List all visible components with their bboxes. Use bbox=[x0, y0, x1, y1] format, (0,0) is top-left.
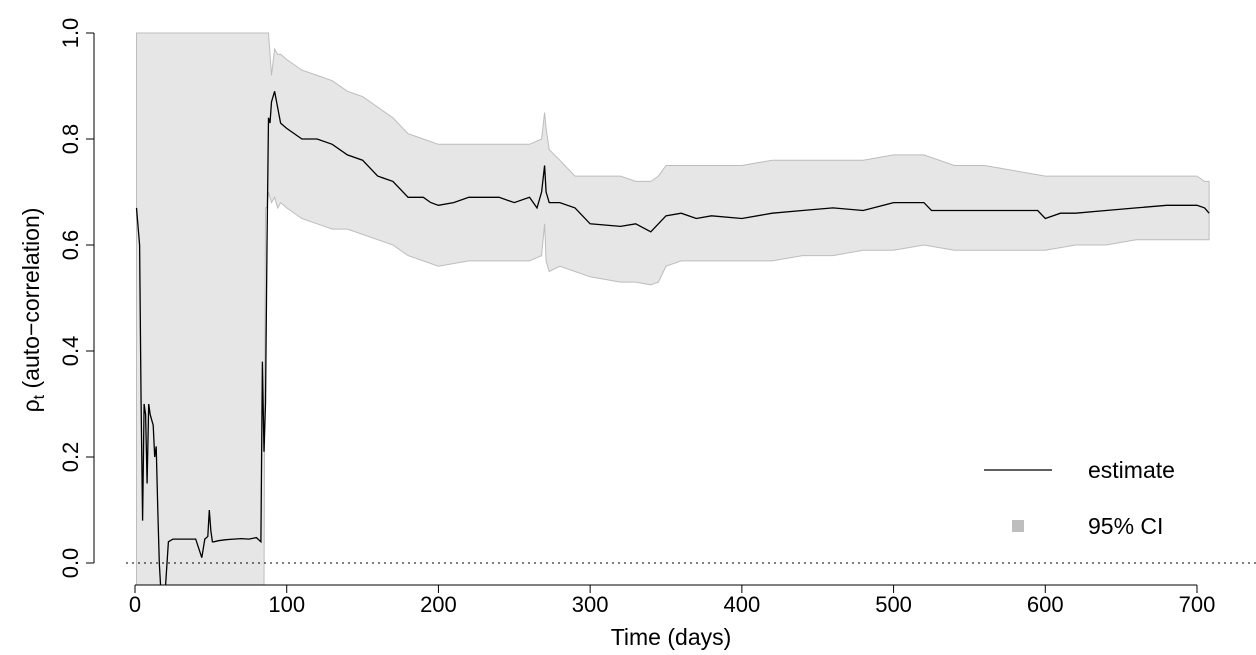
x-tick-label: 400 bbox=[723, 592, 760, 617]
x-tick-label: 500 bbox=[875, 592, 912, 617]
y-tick-label: 1.0 bbox=[58, 18, 83, 49]
y-tick-label: 0.6 bbox=[58, 230, 83, 261]
y-axis: 0.0 0.2 0.4 0.6 0.8 1.0 bbox=[58, 18, 95, 579]
x-tick-label: 100 bbox=[268, 592, 305, 617]
ci-band bbox=[136, 32, 1210, 585]
y-tick-label: 0.2 bbox=[58, 442, 83, 473]
legend-ci-label: 95% CI bbox=[1088, 513, 1163, 539]
x-axis: 0 100 200 300 400 500 600 700 bbox=[129, 584, 1216, 617]
estimate-line bbox=[135, 91, 1210, 585]
x-tick-label: 700 bbox=[1179, 592, 1216, 617]
x-axis-title: Time (days) bbox=[611, 624, 732, 650]
y-axis-title-subscript: t bbox=[31, 394, 48, 399]
y-axis-title-rest: (auto−correlation) bbox=[18, 208, 44, 395]
y-axis-title-main: ρ bbox=[18, 399, 44, 412]
y-tick-label: 0.8 bbox=[58, 124, 83, 155]
legend-estimate-label: estimate bbox=[1088, 457, 1175, 483]
x-tick-label: 0 bbox=[129, 592, 141, 617]
legend-ci-swatch bbox=[1012, 520, 1024, 532]
x-tick-label: 600 bbox=[1027, 592, 1064, 617]
y-tick-label: 0.0 bbox=[58, 548, 83, 579]
x-tick-label: 200 bbox=[420, 592, 457, 617]
x-tick-label: 300 bbox=[572, 592, 609, 617]
y-tick-label: 0.4 bbox=[58, 336, 83, 367]
y-axis-title: ρt (auto−correlation) bbox=[18, 208, 48, 413]
legend: estimate 95% CI bbox=[984, 457, 1175, 539]
